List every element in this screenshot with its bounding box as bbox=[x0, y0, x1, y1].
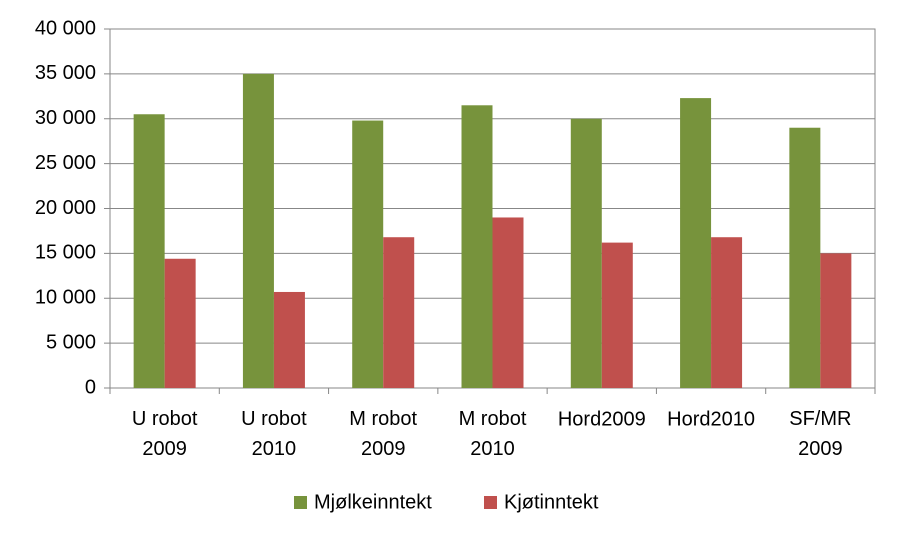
legend-swatch bbox=[294, 496, 307, 509]
bar bbox=[133, 114, 165, 388]
x-tick-label: Hord2010 bbox=[667, 408, 755, 430]
x-tick-label: SF/MR 2009 bbox=[789, 408, 851, 460]
y-tick-label: 5 000 bbox=[46, 331, 96, 353]
legend-label: Kjøtinntekt bbox=[504, 491, 599, 513]
bar bbox=[461, 105, 493, 388]
bar bbox=[352, 120, 384, 389]
y-tick-label: 10 000 bbox=[35, 287, 96, 309]
bar bbox=[711, 237, 743, 388]
bar bbox=[273, 291, 305, 388]
bar bbox=[164, 258, 196, 388]
bar bbox=[242, 73, 274, 388]
bar bbox=[789, 127, 821, 388]
y-tick-label: 30 000 bbox=[35, 107, 96, 129]
y-tick-label: 20 000 bbox=[35, 197, 96, 219]
x-tick-label: U robot 2009 bbox=[132, 408, 198, 460]
x-tick-label: U robot 2010 bbox=[241, 408, 307, 460]
x-tick-label: M robot 2009 bbox=[349, 408, 417, 460]
y-tick-label: 35 000 bbox=[35, 62, 96, 84]
y-tick-label: 0 bbox=[85, 376, 96, 398]
legend-label: Mjølkeinntekt bbox=[314, 491, 432, 513]
bar bbox=[383, 237, 415, 388]
x-tick-label: Hord2009 bbox=[558, 408, 646, 430]
y-tick-label: 25 000 bbox=[35, 152, 96, 174]
y-tick-label: 40 000 bbox=[35, 17, 96, 39]
bar bbox=[601, 242, 633, 388]
bar bbox=[492, 217, 524, 388]
bar bbox=[680, 98, 712, 389]
bar bbox=[820, 253, 852, 388]
bar bbox=[570, 118, 602, 388]
x-tick-label: M robot 2010 bbox=[459, 408, 527, 460]
legend-swatch bbox=[484, 496, 497, 509]
y-tick-label: 15 000 bbox=[35, 242, 96, 264]
